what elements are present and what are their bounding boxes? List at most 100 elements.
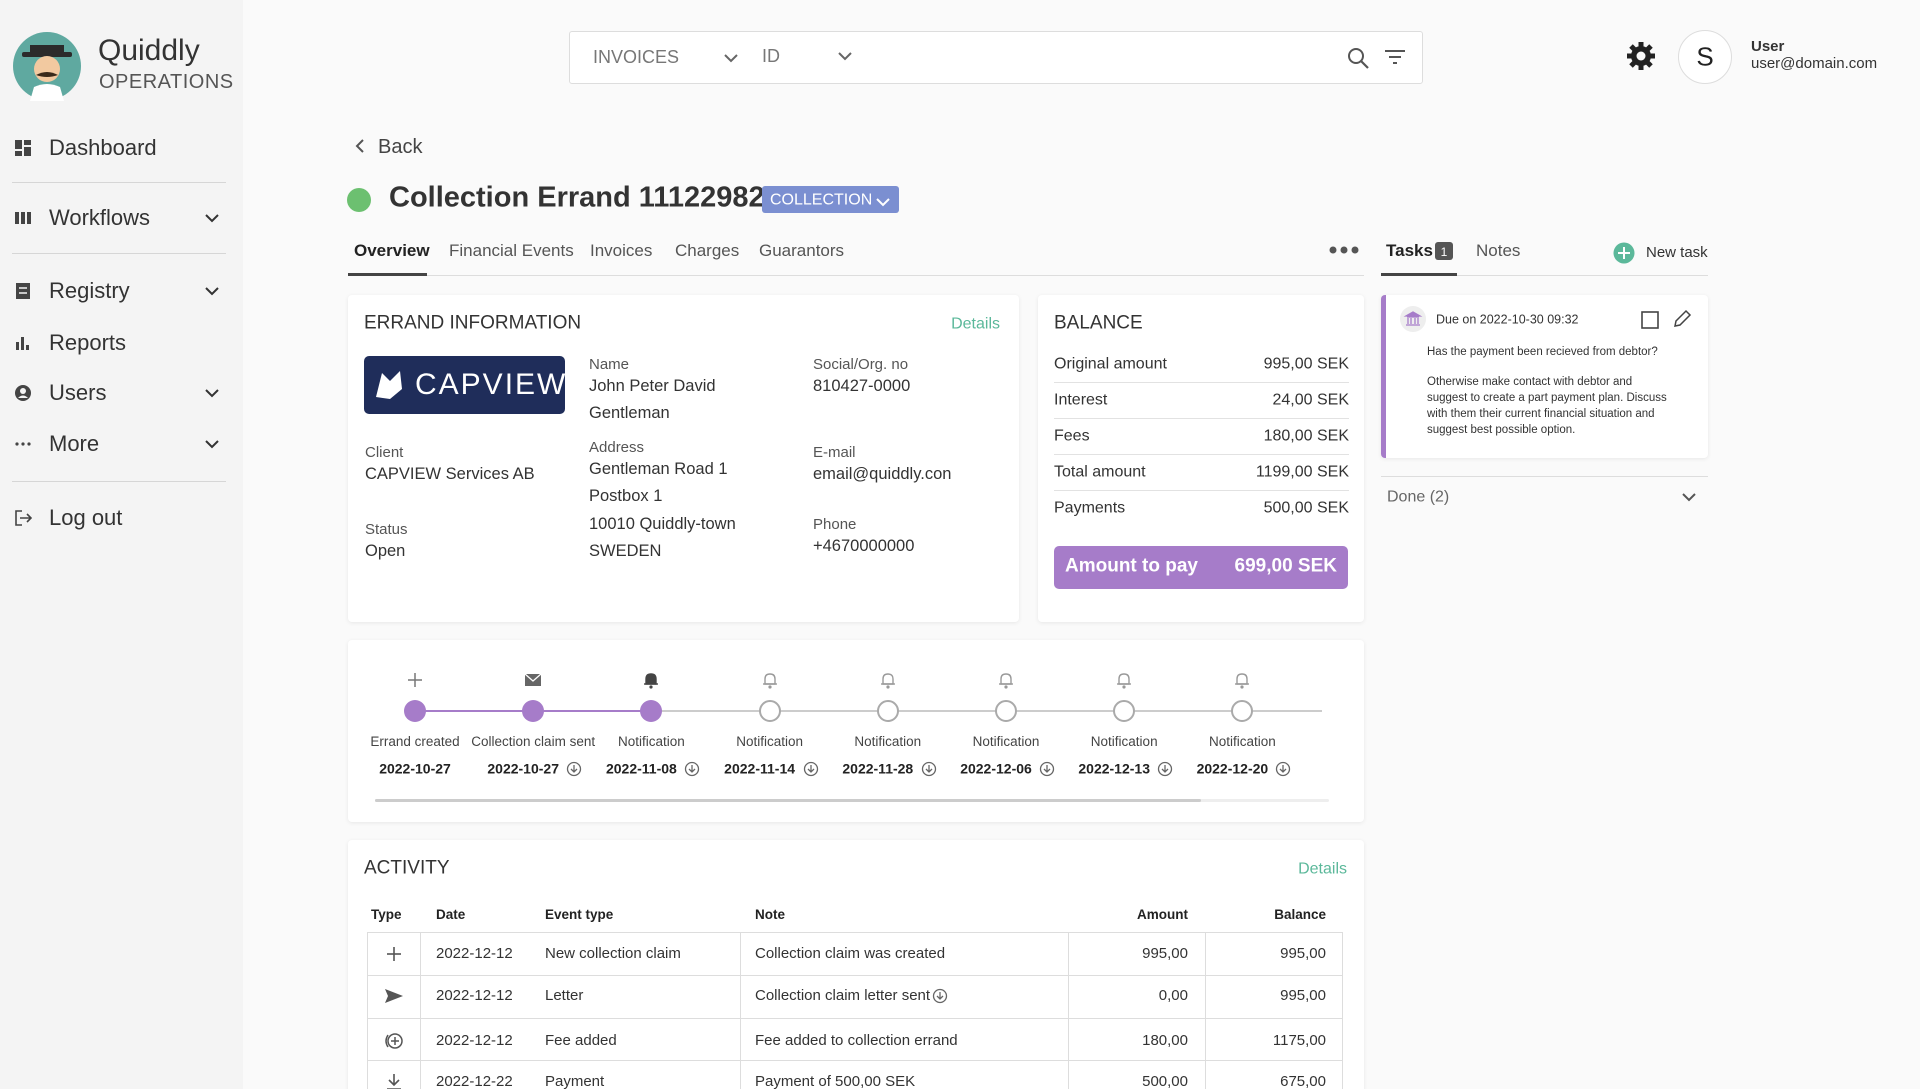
nav-icon <box>14 509 32 527</box>
task-card <box>1381 295 1708 458</box>
timeline-icon-glyph <box>644 673 659 689</box>
chevron-glyph <box>355 139 364 153</box>
chevron-glyph <box>205 287 219 296</box>
details-link[interactable]: Details <box>1298 860 1347 878</box>
nav-item[interactable]: Users <box>49 379 107 405</box>
download-icon[interactable] <box>921 761 937 777</box>
timeline-label: Errand created <box>370 733 460 749</box>
details-link[interactable]: Details <box>951 315 1000 333</box>
download-icon[interactable] <box>1039 761 1055 777</box>
icon-shape <box>1158 761 1173 777</box>
download-icon[interactable] <box>932 988 948 1004</box>
icon-shape <box>34 56 60 82</box>
icon-shape <box>385 989 403 1003</box>
tab[interactable]: Guarantors <box>759 240 845 260</box>
chevron <box>204 213 220 223</box>
task-tab[interactable]: Tasks <box>1386 240 1433 260</box>
task-count-badge <box>1435 242 1453 260</box>
task-due: Due on 2022-10-30 09:32 <box>1436 312 1579 327</box>
search-icon[interactable] <box>1346 46 1370 70</box>
tab[interactable]: Charges <box>675 240 740 260</box>
search-icon-glyph <box>1348 48 1369 69</box>
icon-shape <box>1641 311 1659 329</box>
task-edit[interactable] <box>1672 309 1692 329</box>
timeline-icon-glyph <box>408 673 422 687</box>
logo-avatar <box>12 31 82 101</box>
nav-item[interactable]: Registry <box>49 277 130 303</box>
type-icon-glyph <box>387 1074 401 1089</box>
nav-item[interactable]: More <box>49 430 100 456</box>
timeline-icon <box>524 671 542 689</box>
icon-shape <box>24 147 31 156</box>
icon-shape <box>15 140 22 149</box>
cell: 995,00 <box>1280 987 1326 1004</box>
cell: Fee added to collection errand <box>755 1032 958 1049</box>
icon-shape <box>1043 765 1051 773</box>
column-header: Type <box>371 906 402 922</box>
timeline-date: 2022-12-06 <box>960 760 1032 777</box>
new-task-icon[interactable] <box>1613 242 1635 264</box>
download-icon[interactable] <box>803 761 819 777</box>
download-icon[interactable] <box>1275 761 1291 777</box>
balance-label: Interest <box>1054 391 1108 409</box>
chevron <box>204 286 220 296</box>
nav-item[interactable]: Reports <box>49 329 127 355</box>
icon-shape <box>21 212 25 224</box>
settings-icon[interactable] <box>1625 40 1657 72</box>
tab[interactable]: Financial Events <box>449 240 574 260</box>
search-bar[interactable] <box>569 31 1423 84</box>
filter-icon[interactable] <box>1384 48 1406 66</box>
download-icon[interactable] <box>684 761 700 777</box>
nav-item[interactable]: Workflows <box>49 204 151 230</box>
total-value: 699,00 SEK <box>1234 555 1337 577</box>
task-tab[interactable]: Notes <box>1476 240 1521 260</box>
back-link[interactable]: Back <box>378 136 423 158</box>
card-heading: ERRAND INFORMATION <box>364 312 582 334</box>
field-label: Social/Org. no <box>813 356 909 373</box>
user-initial: S <box>1696 41 1714 72</box>
task-checkbox[interactable] <box>1641 311 1659 329</box>
timeline-label: Notification <box>972 733 1040 749</box>
scroll-thumb[interactable] <box>375 799 1201 802</box>
done-toggle[interactable]: Done (2) <box>1387 488 1450 506</box>
icon-shape <box>763 673 776 685</box>
nav-item[interactable]: Dashboard <box>49 134 157 160</box>
search-field[interactable]: ID <box>762 46 780 67</box>
nav-separator <box>12 182 226 183</box>
download-icon[interactable] <box>566 761 582 777</box>
timeline-date: 2022-10-27 <box>487 760 559 777</box>
timeline-node <box>1113 700 1136 722</box>
icon-shape <box>385 1034 389 1048</box>
more-icon[interactable] <box>1328 244 1360 256</box>
logo-avatar-glyph <box>13 32 81 101</box>
icon-shape <box>1279 765 1287 773</box>
download-icon-glyph <box>803 761 818 777</box>
timeline-icon <box>1115 671 1133 689</box>
field-value: +4670000000 <box>813 537 915 556</box>
nav-item[interactable]: Log out <box>49 504 123 530</box>
timeline-node <box>1231 700 1254 722</box>
new-task[interactable]: New task <box>1646 244 1708 261</box>
search-scope[interactable]: INVOICES <box>593 47 680 68</box>
timeline-date: 2022-10-27 <box>379 760 451 777</box>
user-avatar[interactable] <box>1678 30 1732 84</box>
field-value: Gentleman Road 1 <box>589 460 728 479</box>
icon-shape <box>1039 761 1055 777</box>
download-icon-glyph <box>1158 761 1173 777</box>
field-value: CAPVIEW Services AB <box>365 465 535 484</box>
user-name: User <box>1751 38 1785 55</box>
tab[interactable]: Invoices <box>590 240 653 260</box>
tab[interactable]: Overview <box>354 240 430 260</box>
icon-shape <box>882 673 894 685</box>
icon-shape <box>205 287 219 296</box>
icon-shape <box>1348 48 1364 64</box>
amount-to-pay[interactable] <box>1054 546 1348 589</box>
errand-card <box>348 295 1019 622</box>
download-icon[interactable] <box>1157 761 1173 777</box>
badge[interactable] <box>762 186 899 213</box>
cell: Payment <box>545 1073 605 1089</box>
icon-shape <box>838 52 852 61</box>
icon-shape <box>26 345 29 350</box>
download-icon-glyph <box>921 761 936 777</box>
